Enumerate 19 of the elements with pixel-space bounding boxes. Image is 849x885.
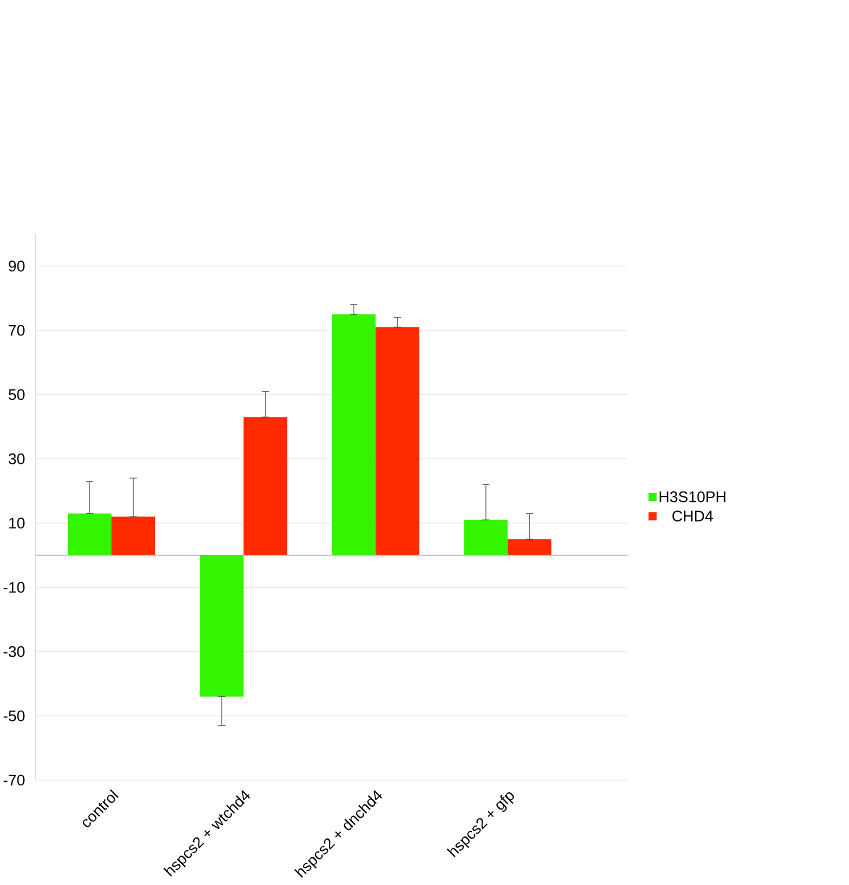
y-tick-label: 50 <box>8 389 24 400</box>
bar <box>508 539 552 556</box>
bar <box>464 520 508 556</box>
legend-label: H3S10PH <box>660 491 726 502</box>
y-tick-label: 30 <box>8 453 24 464</box>
bar <box>375 327 420 556</box>
bar <box>243 417 287 556</box>
y-tick-label: 10 <box>9 518 24 529</box>
bar <box>200 555 244 697</box>
y-tick-label: -50 <box>3 710 24 722</box>
y-tick-label: 70 <box>8 324 24 336</box>
bar <box>68 513 112 556</box>
bar <box>332 314 376 556</box>
bar <box>111 516 155 556</box>
y-tick-label: -70 <box>3 774 24 786</box>
legend-label: CHD4 <box>672 510 713 522</box>
y-tick-label: -30 <box>3 646 24 658</box>
y-tick-label: -10 <box>3 582 24 593</box>
y-tick-label: 90 <box>8 260 24 272</box>
